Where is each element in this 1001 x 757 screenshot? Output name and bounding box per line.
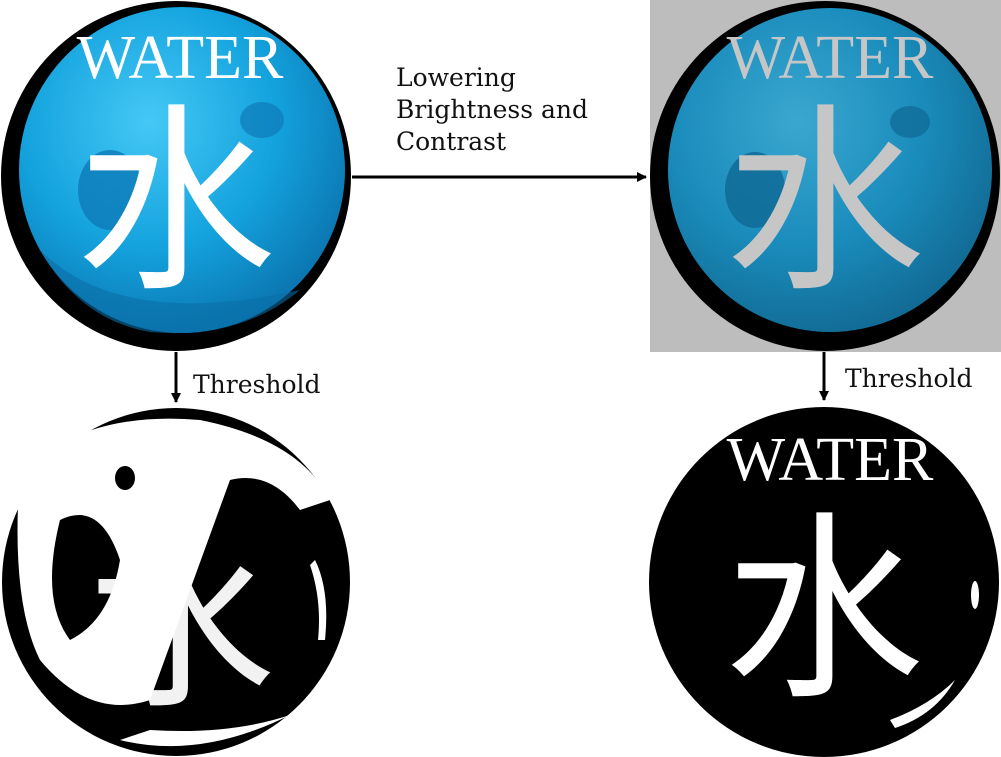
brightness-contrast-label: Lowering Brightness and Contrast [396,63,588,156]
original-water-orb: WATER 水 [1,1,351,351]
threshold-left-glyph: 水 [85,522,275,732]
threshold-right-glyph: 水 [724,503,924,724]
brightness-label-line1: Lowering [396,63,516,92]
threshold-result-left: 水 [2,408,350,756]
threshold-label-right: Threshold [845,364,973,393]
threshold-label-left: Threshold [193,370,321,399]
brightness-label-line3: Contrast [396,127,506,156]
orb-word: WATER [77,24,284,92]
dimmed-water-orb: WATER 水 [650,0,1001,352]
dimmed-orb-glyph: 水 [725,95,925,316]
threshold-result-right: WATER 水 [649,407,999,757]
brightness-label-line2: Brightness and [396,95,588,124]
orb-glyph: 水 [76,95,276,316]
threshold-right-word: WATER [727,426,934,494]
dimmed-orb-word: WATER [727,24,934,92]
